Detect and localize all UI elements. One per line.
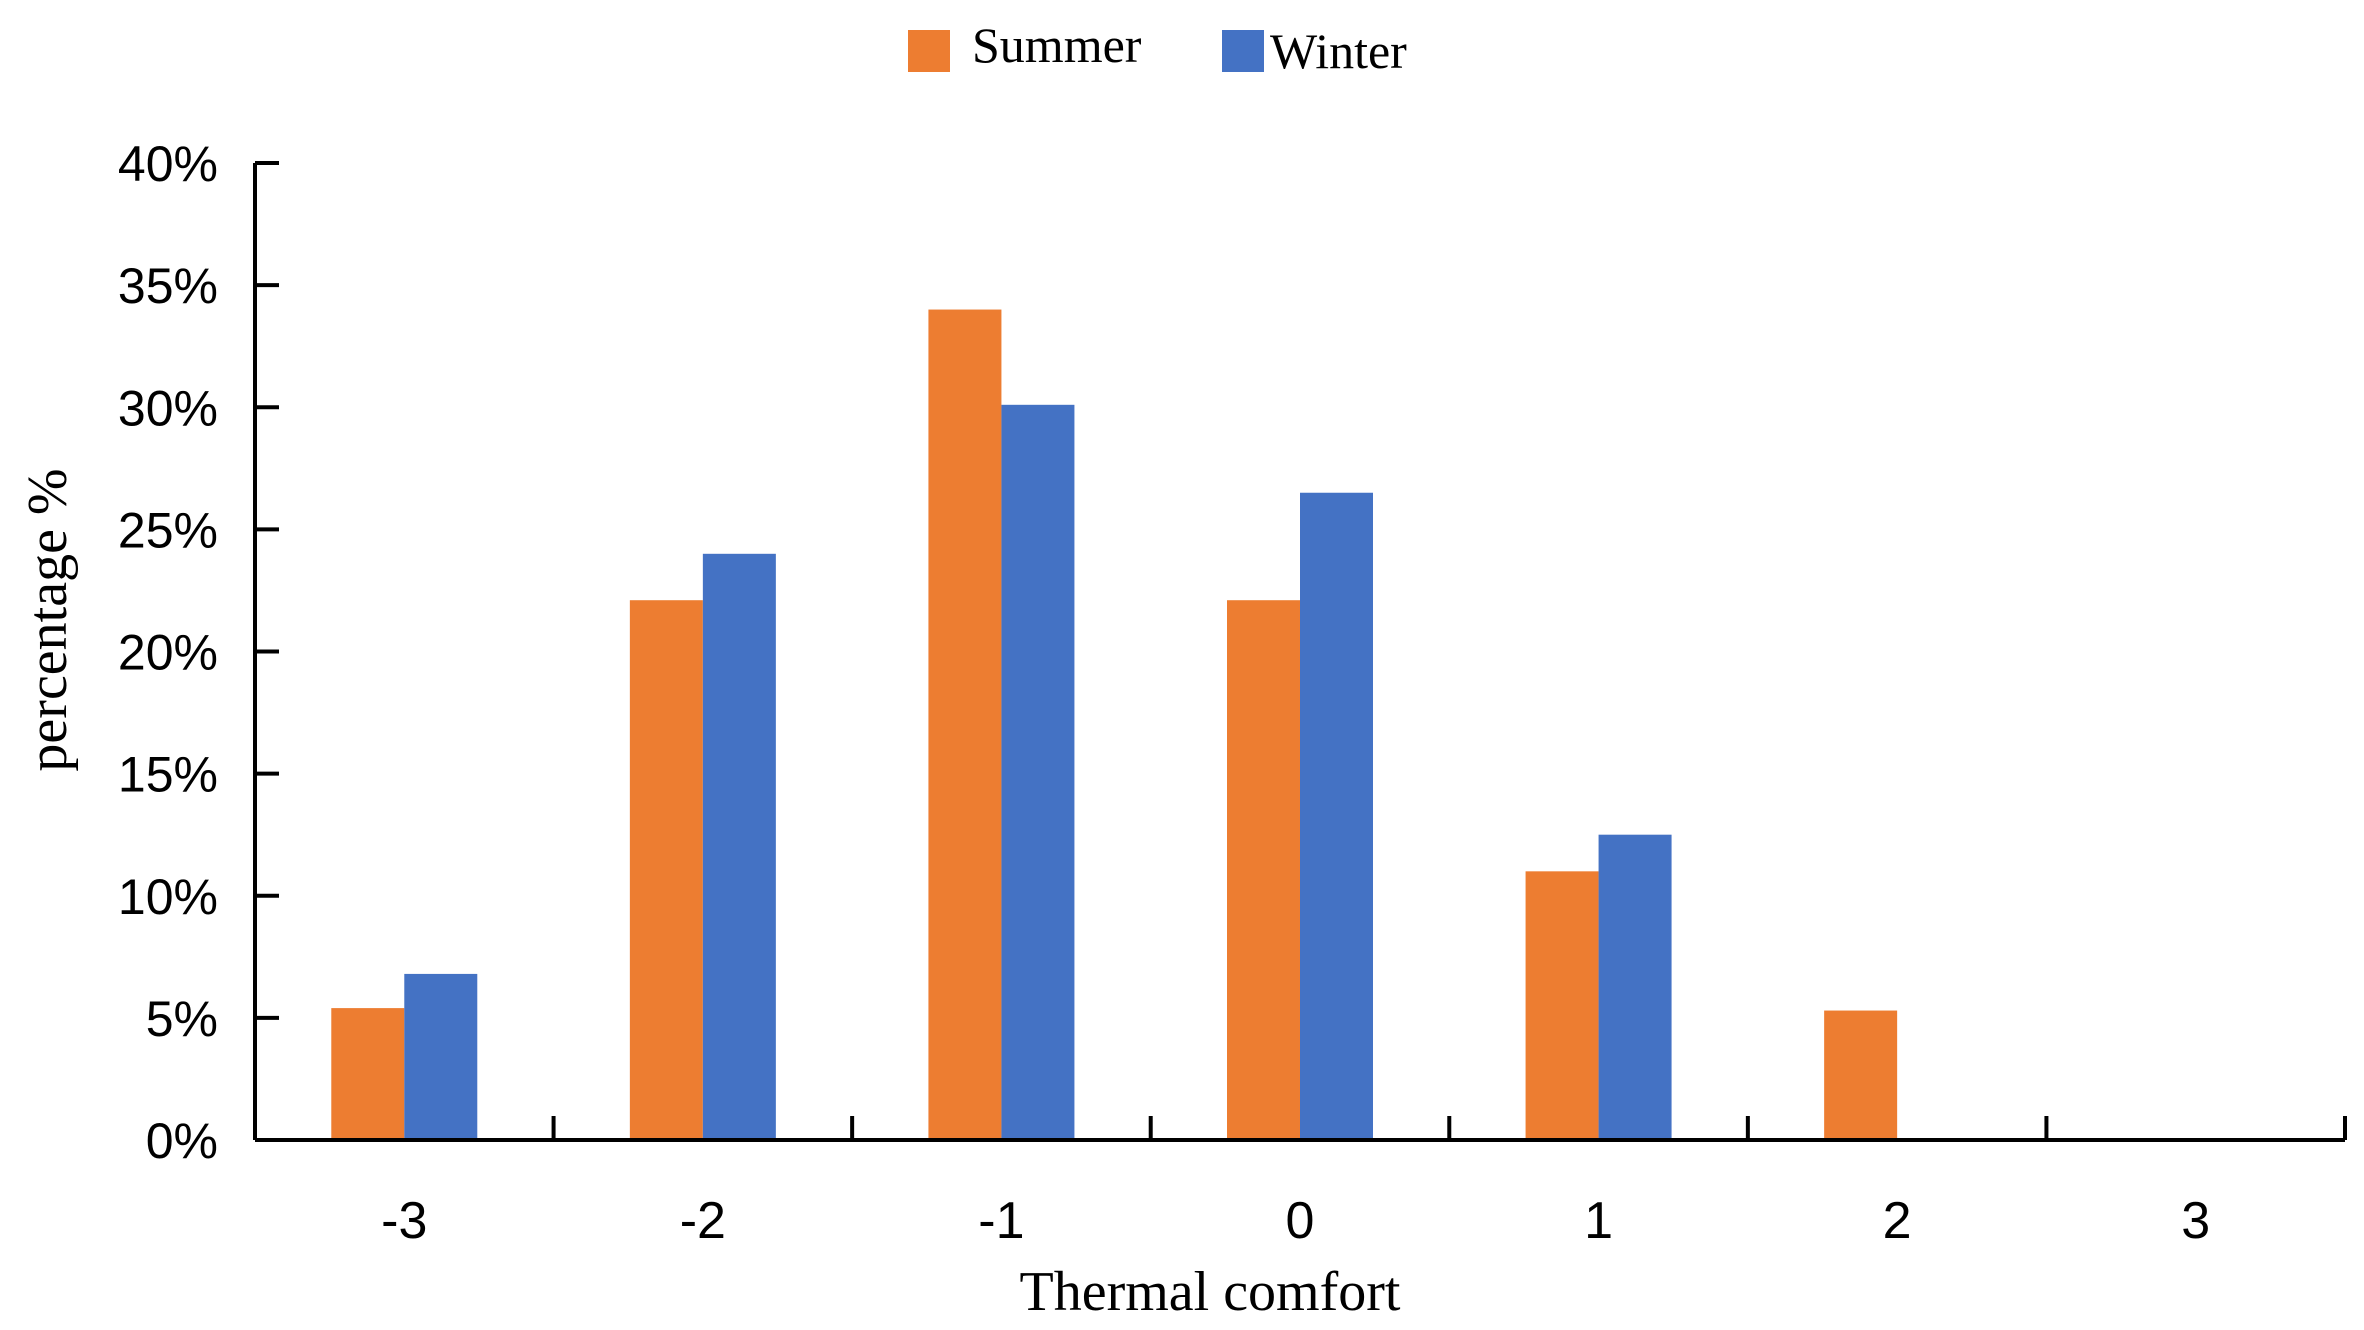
bar-summer--3: [331, 1008, 405, 1140]
bar-winter--3: [404, 973, 478, 1140]
legend: Summer Winter: [908, 17, 1407, 79]
bar-winter--1: [1001, 404, 1075, 1140]
bar-winter-1: [1598, 834, 1672, 1140]
y-axis-title: percentage %: [17, 468, 79, 771]
y-tick-label-0: 0%: [146, 1113, 218, 1169]
y-tick-label-4: 20%: [118, 625, 218, 681]
legend-label-summer: Summer: [972, 17, 1142, 73]
bar-summer--1: [928, 309, 1002, 1140]
x-tick-label-0: -3: [381, 1192, 427, 1250]
x-tick-label-4: 1: [1584, 1192, 1613, 1250]
legend-swatch-summer: [908, 30, 950, 72]
axes: [253, 161, 2347, 1142]
y-tick-labels: 0% 5% 10% 15% 20% 25% 30% 35% 40%: [118, 136, 218, 1169]
x-tick-label-1: -2: [680, 1192, 726, 1250]
x-tick-labels: -3 -2 -1 0 1 2 3: [381, 1192, 2210, 1250]
bar-summer-1: [1525, 871, 1599, 1140]
bars: [331, 309, 1898, 1140]
x-tick-label-5: 2: [1883, 1192, 1912, 1250]
legend-swatch-winter: [1222, 30, 1264, 72]
bar-summer--2: [629, 600, 703, 1140]
y-tick-label-8: 40%: [118, 136, 218, 192]
x-axis-title: Thermal comfort: [1020, 1261, 1401, 1323]
y-tick-label-6: 30%: [118, 380, 218, 436]
y-tick-label-7: 35%: [118, 258, 218, 314]
bar-summer-0: [1227, 600, 1300, 1140]
y-tick-label-5: 25%: [118, 502, 218, 558]
bar-winter--2: [702, 553, 776, 1140]
y-tick-label-1: 5%: [146, 991, 218, 1047]
bar-summer-2: [1824, 1010, 1898, 1140]
x-tick-label-3: 0: [1286, 1192, 1315, 1250]
y-tick-label-3: 15%: [118, 747, 218, 803]
x-tick-label-6: 3: [2181, 1192, 2210, 1250]
legend-label-winter: Winter: [1270, 23, 1407, 79]
x-tick-label-2: -1: [978, 1192, 1024, 1250]
y-tick-label-2: 10%: [118, 869, 218, 925]
bar-winter-0: [1300, 492, 1373, 1140]
